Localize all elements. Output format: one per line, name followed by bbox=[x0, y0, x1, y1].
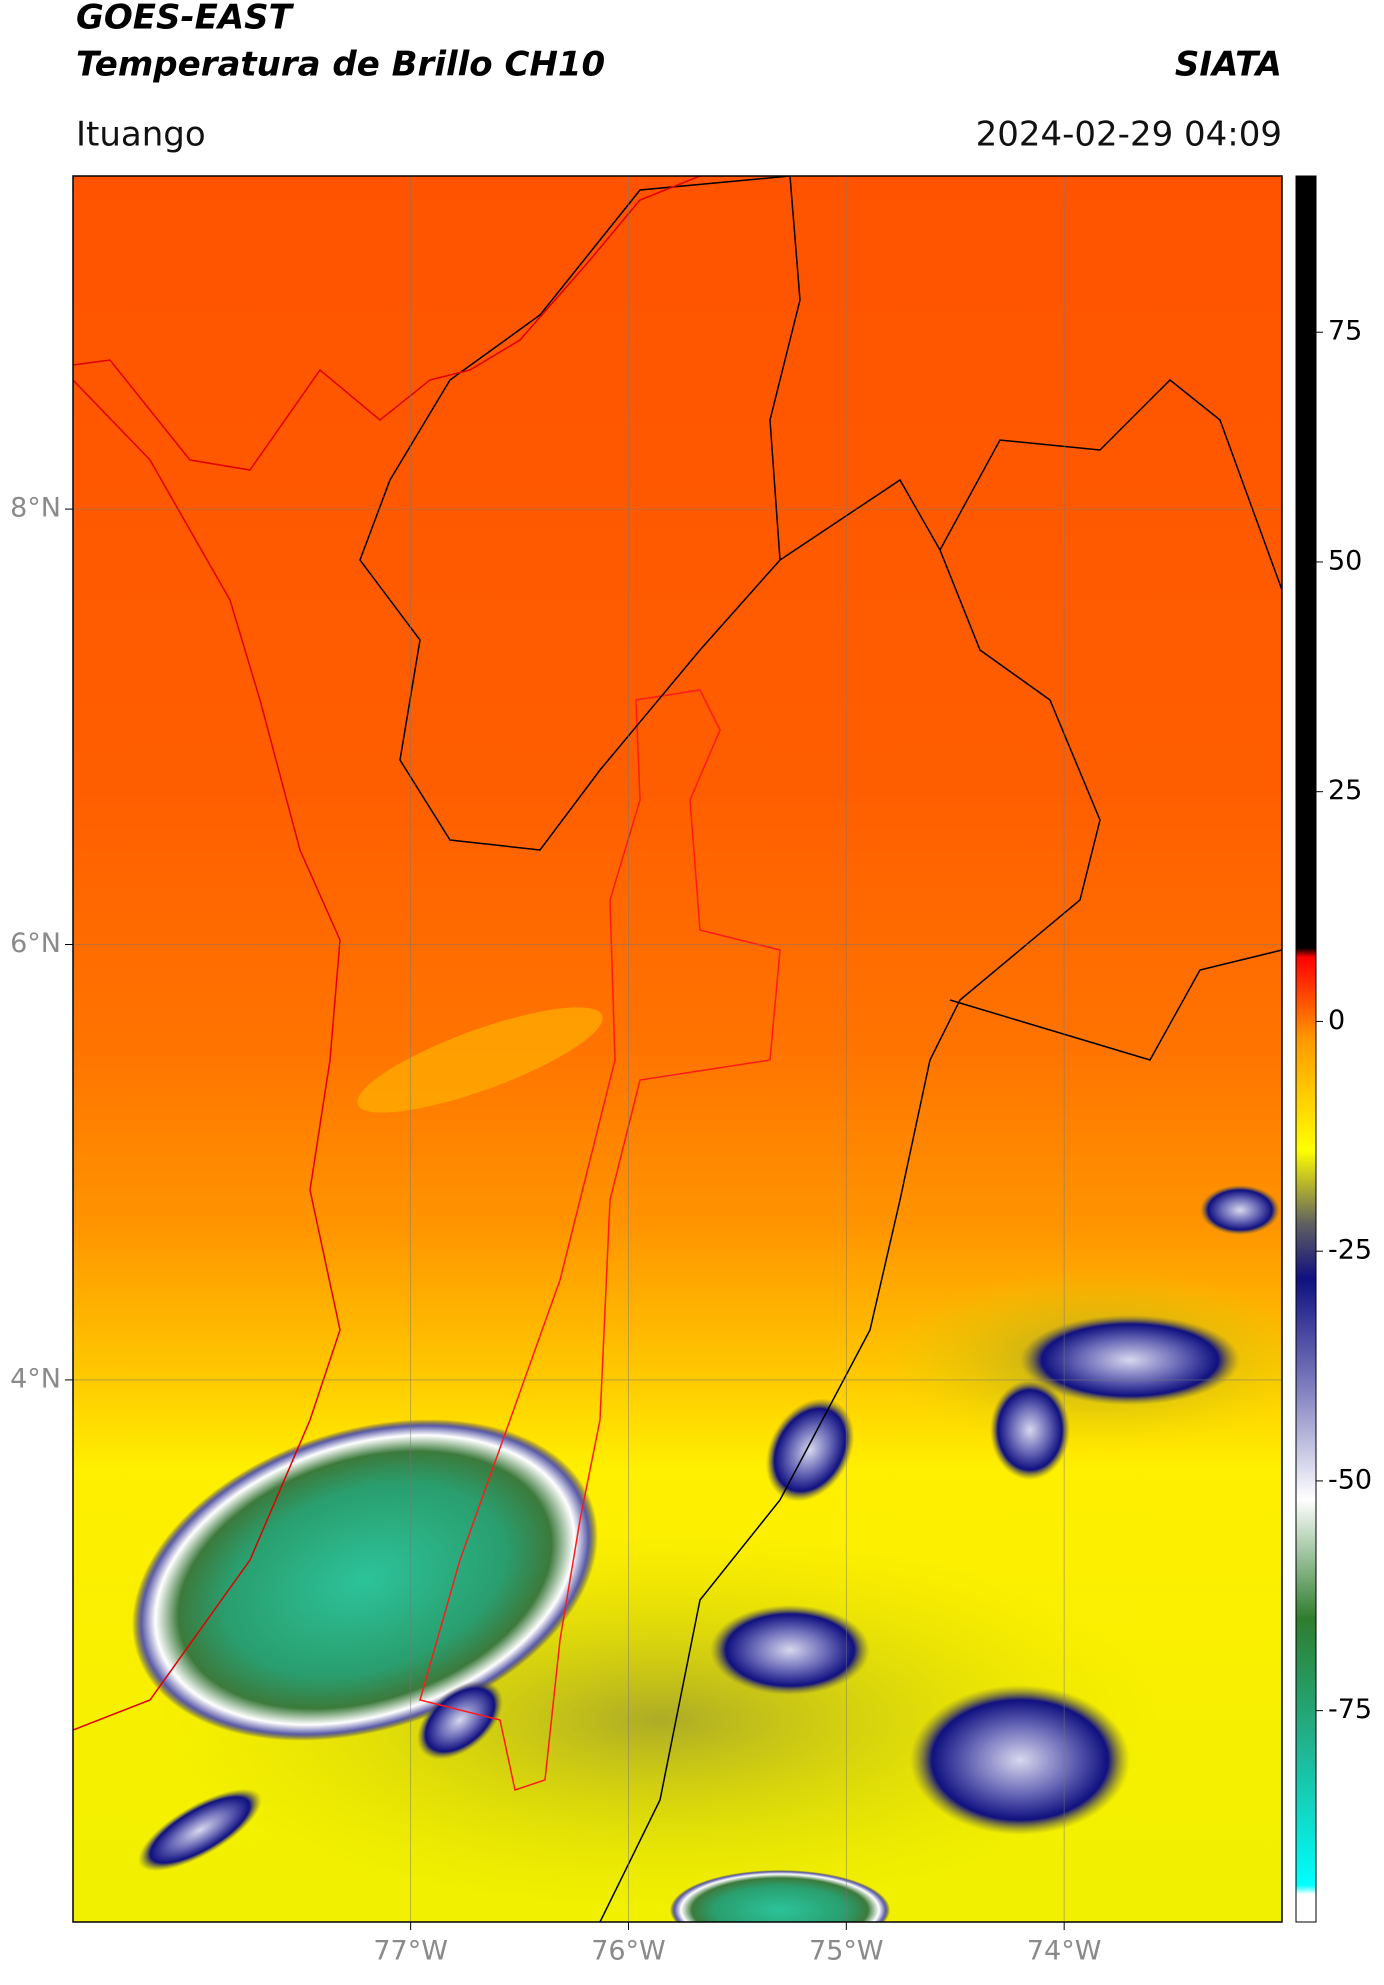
grid bbox=[73, 176, 1282, 1922]
cloud bbox=[765, 1398, 855, 1502]
coastline bbox=[73, 176, 701, 1731]
colorbar-tick-label: -50 bbox=[1328, 1464, 1372, 1495]
colorbar-tick-label: 50 bbox=[1328, 545, 1362, 576]
colorbar-axis: -75 -50 -25 0 25 50 75 bbox=[1316, 316, 1372, 1725]
x-tick-label: 76°W bbox=[591, 1936, 666, 1967]
y-tick-label: 8°N bbox=[10, 493, 61, 524]
cloud bbox=[670, 1870, 890, 1922]
colorbar-tick-label: 75 bbox=[1328, 316, 1362, 347]
colorbar-frame bbox=[1295, 175, 1317, 1923]
x-tick-label: 74°W bbox=[1027, 1936, 1102, 1967]
cloud bbox=[357, 1007, 603, 1113]
map-frame bbox=[72, 175, 1283, 1923]
map-image bbox=[73, 176, 1282, 1922]
date: 2024-02-29 04:09 bbox=[976, 115, 1282, 155]
region: Ituango bbox=[76, 115, 206, 155]
cloud bbox=[1020, 1315, 1240, 1405]
colorbar-tick-label: 0 bbox=[1328, 1005, 1345, 1036]
source: SIATA bbox=[1175, 45, 1282, 85]
border bbox=[359, 176, 1282, 1922]
cloud bbox=[138, 1788, 262, 1872]
cloud bbox=[417, 1680, 503, 1760]
colorbar-tick-label: -75 bbox=[1328, 1694, 1372, 1725]
subtitle: Temperatura de Brillo CH10 bbox=[76, 45, 605, 85]
cloud bbox=[910, 1685, 1130, 1835]
colorbar-tick-label: -25 bbox=[1328, 1235, 1372, 1266]
x-tick-label: 75°W bbox=[809, 1936, 884, 1967]
y-tick-label: 6°N bbox=[10, 928, 61, 959]
x-tick-label: 77°W bbox=[373, 1936, 448, 1967]
cloud bbox=[990, 1380, 1070, 1480]
cloud bbox=[710, 1605, 870, 1695]
colorbar bbox=[1296, 176, 1316, 1922]
cloud bbox=[1200, 1185, 1280, 1235]
y-tick-label: 4°N bbox=[10, 1363, 61, 1394]
basin-outline bbox=[419, 689, 781, 1791]
axes: 77°W 76°W 75°W 74°W 4°N 6°N 8°N bbox=[10, 493, 1101, 1967]
title: GOES-EAST bbox=[76, 0, 295, 38]
colorbar-tick-label: 25 bbox=[1328, 775, 1362, 806]
